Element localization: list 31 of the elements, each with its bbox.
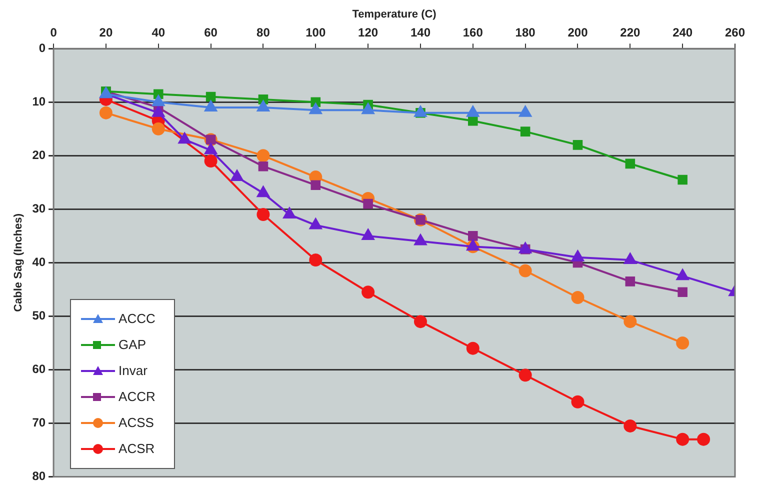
legend-label: ACSS [118,415,154,430]
y-tick-label: 50 [32,308,46,323]
y-tick-label: 60 [32,362,46,376]
y-tick-label: 20 [32,148,46,162]
x-tick-label: 40 [152,26,166,40]
x-tick-label: 240 [672,26,693,40]
x-tick-label: 140 [410,26,431,40]
legend-label: GAP [118,337,146,352]
legend-label: ACSR [118,441,155,456]
y-tick-label: 70 [32,416,46,430]
x-tick-label: 260 [724,26,746,40]
x-tick-label: 120 [358,26,378,40]
x-tick-label: 160 [462,26,484,40]
legend-label: Invar [118,363,148,378]
x-axis-title: Temperature (C) [352,8,437,21]
y-tick-label: 0 [38,40,46,55]
x-tick-label: 100 [306,26,326,40]
x-tick-label: 20 [99,26,113,40]
x-tick-label: 180 [515,26,536,40]
x-tick-label: 220 [620,26,640,40]
x-tick-label: 0 [50,26,58,40]
y-tick-label: 10 [32,94,46,108]
x-tick-label: 200 [568,26,588,40]
y-tick-label: 80 [32,469,46,484]
y-tick-label: 30 [32,201,46,216]
y-axis-title: Cable Sag (Inches) [12,213,25,312]
legend-label: ACCR [118,389,156,404]
legend-label: ACCC [118,311,156,326]
x-tick-label: 80 [256,26,270,40]
x-tick-label: 60 [204,26,218,40]
y-tick-label: 40 [32,255,46,270]
